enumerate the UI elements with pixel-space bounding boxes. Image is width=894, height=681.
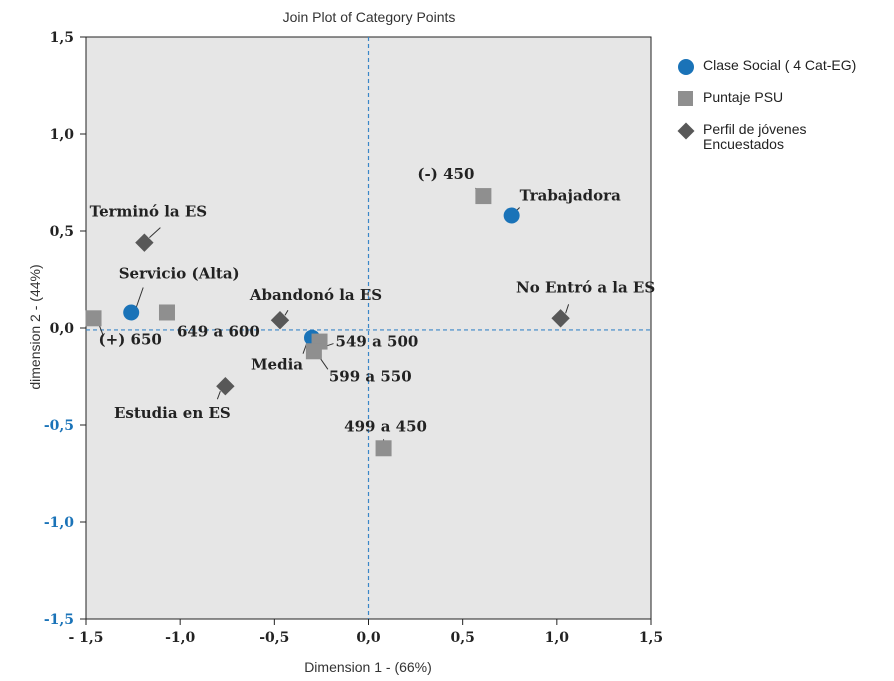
x-tick-label: -1,0: [165, 630, 195, 646]
450-marker: [475, 188, 492, 205]
legend-item-puntaje-psu: Puntaje PSU: [676, 90, 886, 109]
x-axis-ticks: - 1,5 -1,0 -0,5 0,0 0,5 1,0 1,5: [68, 619, 663, 646]
y-tick-label: -0,5: [44, 418, 74, 434]
media-label: Media: [251, 356, 303, 374]
legend-label: Puntaje PSU: [703, 89, 784, 105]
termino-la-es-leader-line: [149, 227, 161, 239]
circle-marker-icon: [676, 57, 696, 77]
abandono-la-es-marker: [270, 311, 290, 330]
650-marker: [85, 310, 102, 327]
label-leader-lines: [98, 187, 570, 444]
y-tick-label: 1,0: [50, 127, 75, 143]
y-tick-label: -1,0: [44, 515, 74, 531]
599-a-550-label: 599 a 550: [329, 367, 412, 385]
data-markers: [85, 188, 570, 457]
no-entro-a-la-es-leader-line: [565, 304, 570, 314]
servicio-alta-marker: [123, 304, 140, 321]
599-a-550-marker: [305, 343, 322, 360]
servicio-alta-leader-line: [135, 287, 144, 308]
450-label: (-) 450: [417, 165, 474, 183]
legend-label: Clase Social ( 4 Cat-EG): [703, 57, 857, 73]
legend-item-clase-social: Clase Social ( 4 Cat-EG): [676, 58, 886, 77]
y-tick-label: 1,5: [50, 30, 74, 46]
estudia-en-es-leader-line: [216, 391, 221, 400]
x-tick-label: 0,0: [356, 630, 381, 646]
trabajadora-label: Trabajadora: [520, 186, 621, 204]
x-tick-label: 1,0: [545, 630, 570, 646]
499-a-450-marker: [375, 440, 392, 457]
y-tick-label: 0,5: [50, 224, 74, 240]
x-tick-label: - 1,5: [68, 630, 103, 646]
abandono-la-es-leader-line: [284, 309, 289, 316]
549-a-500-label: 549 a 500: [336, 333, 419, 351]
chart-title: Join Plot of Category Points: [283, 9, 456, 25]
legend: Clase Social ( 4 Cat-EG) Puntaje PSU Per…: [676, 58, 886, 165]
y-axis-ticks: 1,5 1,0 0,5 0,0 -0,5 -1,0 -1,5: [44, 30, 86, 628]
reference-lines: [86, 37, 651, 619]
y-tick-label: -1,5: [44, 612, 74, 628]
x-tick-label: 1,5: [639, 630, 663, 646]
termino-la-es-label: Terminó la ES: [90, 203, 208, 221]
499-a-450-label: 499 a 450: [344, 417, 427, 435]
trabajadora-marker: [503, 207, 520, 224]
y-axis-label: dimension 2 - (44%): [27, 264, 43, 389]
square-marker-icon: [676, 89, 696, 109]
estudia-en-es-marker: [216, 377, 235, 396]
termino-la-es-marker: [135, 233, 154, 252]
estudia-en-es-label: Estudia en ES: [114, 404, 231, 422]
diamond-marker-icon: [676, 121, 696, 141]
y-tick-label: 0,0: [50, 321, 75, 337]
servicio-alta-label: Servicio (Alta): [119, 264, 240, 282]
no-entro-a-la-es-marker: [551, 309, 570, 328]
abandono-la-es-label: Abandonó la ES: [249, 286, 382, 304]
649-a-600-label: 649 a 600: [177, 322, 260, 340]
x-axis-label: Dimension 1 - (66%): [304, 659, 432, 675]
x-tick-label: 0,5: [450, 630, 474, 646]
legend-item-perfil-jovenes: Perfil de jóvenes Encuestados: [676, 122, 886, 152]
650-label: (+) 650: [99, 330, 162, 348]
x-tick-label: -0,5: [259, 630, 289, 646]
649-a-600-marker: [158, 304, 175, 321]
point-labels: Trabajadora Servicio (Alta) Media (-) 450 (+…: [90, 165, 656, 435]
legend-label: Perfil de jóvenes Encuestados: [703, 121, 807, 152]
no-entro-a-la-es-label: No Entró a la ES: [516, 278, 655, 296]
